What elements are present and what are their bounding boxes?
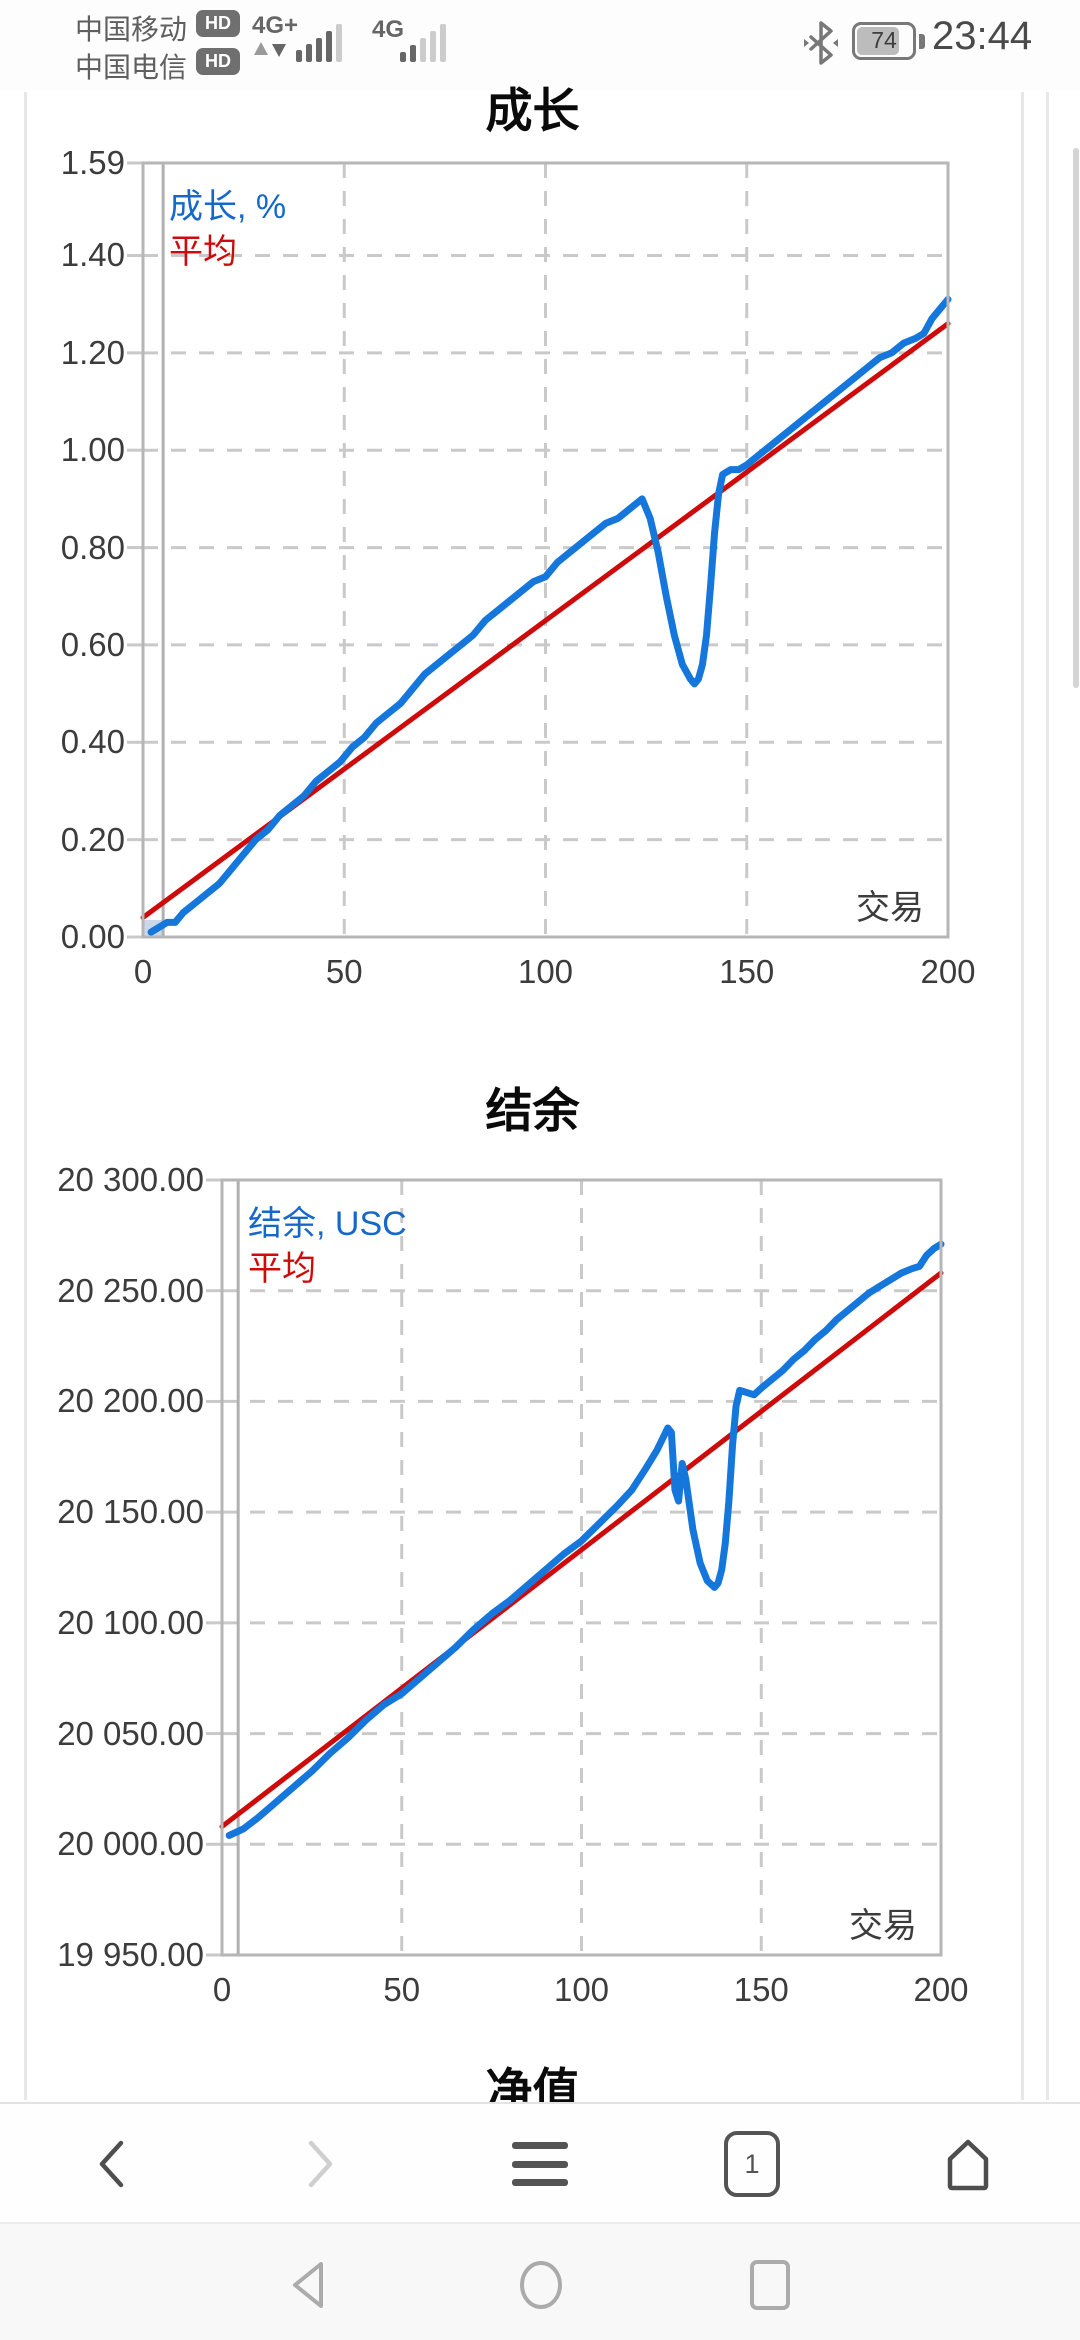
bluetooth-icon [804,21,838,65]
y-tick-label: 20 000.00 [57,1825,204,1863]
growth-chart-legend: 成长, % 平均 [169,185,286,275]
page-border-right [1021,92,1024,2100]
y-tick-label: 19 950.00 [57,1936,204,1973]
y-tick-label: 0.60 [60,625,125,663]
signal-bar [420,38,426,62]
legend-growth-series: 成长, % [169,188,287,226]
legend-average-series: 平均 [169,233,237,271]
x-tick-label: 200 [913,1971,969,2008]
balance-chart-legend: 结余, USC 平均 [248,1202,407,1292]
browser-home-button[interactable] [908,2104,1028,2224]
battery-nub [919,34,925,49]
balance-xaxis-title: 交易 [849,1907,917,1945]
android-home-button[interactable] [486,2230,596,2340]
tab-count-icon: 1 [724,2131,780,2197]
growth-xaxis-title: 交易 [856,889,924,927]
system-navbar: @半轮沧海 [0,2222,1080,2340]
plot-border [220,1178,943,1957]
y-tick-label: 0.20 [60,820,125,858]
x-tick-label: 150 [733,1971,789,2008]
status-bar: 中国移动 HD 中国电信 HD 4G+ 4G 74 [0,0,1080,90]
average-line [219,1270,944,1830]
signal-bar [316,38,322,62]
menu-icon [512,2142,568,2186]
battery-fill [857,27,899,55]
x-tick-label: 0 [133,953,153,990]
hd-badge-2: HD [196,48,240,75]
carrier-name-2: 中国电信 [75,52,188,83]
data-down-arrow-icon [272,44,286,57]
y-tick-label: 1.59 [60,144,125,181]
signal-bar [296,50,302,62]
y-tick-label: 1.00 [60,431,125,469]
y-tick-label: 20 050.00 [57,1714,204,1752]
growth-chart-title: 成长 [485,84,580,137]
legend-balance-series: 结余, USC [248,1205,407,1243]
browser-menu-button[interactable] [480,2104,600,2224]
data-up-arrow-icon [254,42,268,55]
x-tick-label: 100 [553,1971,610,2008]
y-tick-label: 20 200.00 [57,1382,204,1420]
back-triangle-icon [293,2262,323,2308]
tab-count: 1 [744,2148,760,2179]
x-tick-label: 0 [212,1971,232,2008]
x-tick-label: 150 [719,953,775,990]
x-tick-label: 200 [920,953,976,990]
y-tick-label: 20 150.00 [57,1493,204,1531]
signal-bar [336,24,342,62]
data-series-line [225,1240,945,1839]
signal-bar [326,31,332,62]
x-tick-label: 50 [383,1971,421,2008]
x-tick-label: 100 [517,953,574,990]
browser-tabs-button[interactable]: 1 [692,2104,812,2224]
android-back-button[interactable] [253,2230,363,2340]
browser-toolbar: 1 [0,2102,1080,2222]
hd-badge-1: HD [196,10,240,37]
balance-chart-title: 结余 [485,1084,580,1137]
page-border-right-outer [1046,92,1049,2100]
home-circle-icon [520,2261,562,2309]
signal-bar [306,44,312,62]
plot-border [141,161,950,939]
android-recents-button[interactable] [715,2230,825,2340]
signal-bar [430,31,436,62]
battery-percent: 74 [871,27,897,53]
y-tick-label: 20 100.00 [57,1603,204,1641]
y-tick-label: 0.40 [60,723,125,761]
recents-square-icon [750,2260,790,2310]
home-icon [947,2139,989,2191]
x-tick-label: 50 [325,953,363,990]
network-type-1: 4G+ [252,12,299,39]
balance-chart-svg [206,1178,945,1957]
chevron-left-icon [99,2140,124,2188]
y-tick-label: 20 300.00 [57,1161,204,1198]
page-border-left [24,92,27,2100]
average-line [140,321,951,921]
chevron-right-icon [308,2140,333,2188]
signal-bar [440,24,446,62]
y-tick-label: 0.80 [60,528,125,566]
y-tick-label: 1.20 [60,333,125,371]
battery-icon: 74 [852,22,916,60]
y-tick-label: 0.00 [60,918,125,955]
legend-average-series: 平均 [248,1250,316,1288]
signal-bar [410,45,416,62]
data-series-line [147,295,952,936]
growth-chart-plot: 成长, % 平均 交易 [127,161,952,939]
browser-forward-button[interactable] [260,2104,380,2224]
scrollbar-thumb[interactable] [1073,148,1079,688]
y-tick-label: 20 250.00 [57,1271,204,1309]
growth-chart-svg [127,161,952,939]
carrier-name-1: 中国移动 [75,14,188,45]
y-tick-label: 1.40 [60,236,125,274]
balance-chart-plot: 结余, USC 平均 交易 [206,1178,945,1957]
status-clock: 23:44 [932,14,1033,58]
network-type-2: 4G [372,16,405,43]
signal-bar [400,52,406,62]
browser-back-button[interactable] [52,2104,172,2224]
